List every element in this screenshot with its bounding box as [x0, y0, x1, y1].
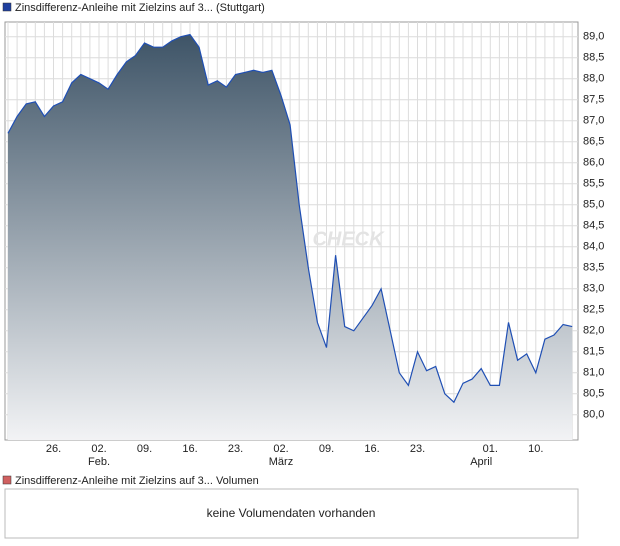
y-tick-label: 82,5 [583, 304, 604, 316]
x-month-label: April [470, 456, 492, 468]
x-month-label: Feb. [88, 456, 110, 468]
x-tick-label: 16. [364, 443, 379, 455]
x-tick-label: 26. [46, 443, 61, 455]
y-tick-label: 83,5 [583, 262, 604, 274]
y-tick-label: 81,5 [583, 346, 604, 358]
legend-swatch [2, 2, 12, 12]
y-tick-label: 81,0 [583, 367, 604, 379]
chart-title: Zinsdifferenz-Anleihe mit Zielzins auf 3… [15, 2, 265, 14]
y-tick-label: 82,0 [583, 325, 604, 337]
volume-panel [4, 488, 579, 539]
x-tick-label: 09. [137, 443, 152, 455]
watermark: CHECK [312, 228, 385, 250]
y-tick-label: 84,0 [583, 241, 604, 253]
x-tick-label: 02. [273, 443, 288, 455]
x-tick-label: 23. [228, 443, 243, 455]
volume-note: keine Volumendaten vorhanden [207, 506, 376, 520]
y-tick-label: 80,5 [583, 388, 604, 400]
y-tick-label: 88,0 [583, 73, 604, 85]
x-tick-label: 10. [528, 443, 543, 455]
y-tick-label: 83,0 [583, 283, 604, 295]
volume-title: Zinsdifferenz-Anleihe mit Zielzins auf 3… [15, 475, 259, 487]
x-tick-label: 09. [319, 443, 334, 455]
y-tick-label: 89,0 [583, 31, 604, 43]
y-tick-label: 87,5 [583, 94, 604, 106]
y-tick-label: 87,0 [583, 115, 604, 127]
x-tick-label: 01. [483, 443, 498, 455]
y-tick-label: 86,5 [583, 136, 604, 148]
x-tick-label: 23. [410, 443, 425, 455]
volume-swatch [2, 475, 12, 485]
y-tick-label: 86,0 [583, 157, 604, 169]
y-tick-label: 85,5 [583, 178, 604, 190]
y-tick-label: 88,5 [583, 52, 604, 64]
price-line [7, 33, 573, 404]
y-tick-label: 85,0 [583, 199, 604, 211]
y-tick-label: 84,5 [583, 220, 604, 232]
x-tick-label: 02. [91, 443, 106, 455]
x-month-label: März [269, 456, 293, 468]
area-fill [8, 34, 573, 440]
x-tick-label: 16. [182, 443, 197, 455]
y-tick-label: 80,0 [583, 409, 604, 421]
